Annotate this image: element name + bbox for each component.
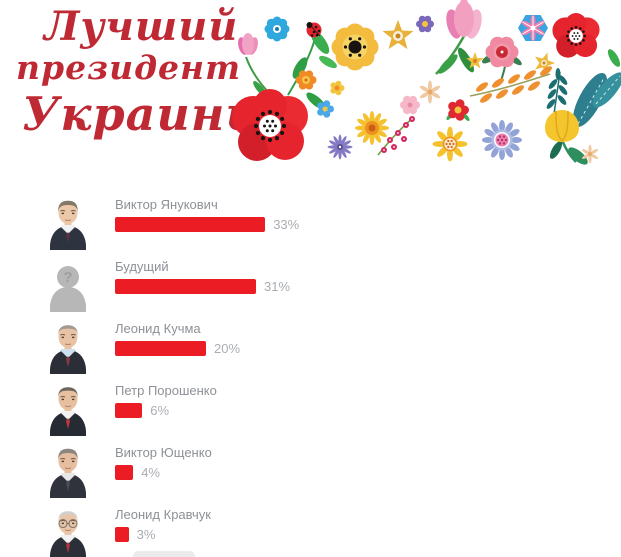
candidate-name: Будущий (115, 259, 169, 274)
cream-star-flower2-icon (581, 144, 599, 164)
layered-rose-icon (482, 36, 522, 85)
yushchenko-portrait (50, 448, 86, 498)
poll-row-content: Виктор Ющенко 4% (115, 442, 212, 481)
result-percent: 6% (150, 403, 170, 419)
floral-decoration-illustration (232, 0, 621, 165)
blue-hex-flower-icon (518, 15, 548, 41)
poll-row: ? Будущий 31% (0, 256, 621, 318)
result-percent: 4% (141, 465, 160, 481)
poll-row-content: Леонид Кучма 20% (115, 318, 241, 357)
poll-row: Виктор Ющенко 4% (0, 442, 621, 504)
yellow-daisy2-icon (432, 126, 468, 162)
orange-leaf-branch-icon (469, 66, 552, 103)
yellow-flower-tiny-icon (330, 80, 345, 96)
poroshenko-portrait (50, 387, 86, 436)
result-bar (115, 465, 134, 481)
pale-pink-flower-icon (400, 95, 420, 115)
red-poppy-small-icon (552, 13, 600, 58)
poll-row: Леонид Кучма 20% (0, 318, 621, 380)
candidate-name: Виктор Ющенко (115, 445, 212, 460)
yanukovych-portrait (50, 200, 86, 250)
title-line-2: президент (16, 48, 242, 87)
bar-line: 20% (115, 341, 241, 357)
page-title: Лучший президент Украины (16, 3, 274, 141)
ladybug-icon (306, 22, 322, 38)
candidate-avatar (45, 198, 91, 250)
candidate-name: Виктор Янукович (115, 197, 218, 212)
result-bar (115, 403, 143, 419)
poll-row-content: Леонид Кравчук 3% (115, 504, 211, 543)
poll-results-list: Виктор Янукович 33% ? Будущий 31% Леонид… (0, 194, 621, 557)
svg-text:?: ? (63, 269, 72, 286)
kravchuk-portrait (50, 511, 86, 557)
orange-flower-icon (295, 70, 317, 90)
candidate-avatar (45, 446, 91, 498)
candidate-name: Леонид Кучма (115, 321, 201, 336)
result-bar (115, 341, 206, 357)
bar-line: 3% (115, 527, 211, 543)
candidate-avatar (45, 508, 91, 557)
result-percent: 3% (136, 527, 156, 543)
leaf-icon (607, 49, 621, 67)
purple-aster-icon (327, 134, 353, 160)
result-percent: 31% (264, 279, 291, 295)
poll-row-content: Петр Порошенко 6% (115, 380, 217, 419)
purple-flower-small-icon (416, 15, 434, 33)
result-bar (115, 527, 129, 543)
candidate-avatar: ? (45, 260, 91, 312)
teal-feather-leaves-icon (572, 72, 621, 127)
yellow-star-small-icon (466, 51, 484, 69)
candidate-avatar (45, 322, 91, 374)
candidate-avatar (45, 384, 91, 436)
bar-line: 4% (115, 465, 212, 481)
result-percent: 20% (214, 341, 241, 357)
yellow-daisy-icon (355, 111, 389, 145)
partial-bottom-element[interactable] (133, 551, 195, 557)
candidate-name: Леонид Кравчук (115, 507, 211, 522)
unknown-silhouette: ? (50, 266, 86, 312)
result-bar (115, 217, 266, 233)
result-percent: 33% (273, 217, 300, 233)
title-line-3: Украины (22, 86, 274, 141)
blue-flower-tiny-icon (317, 100, 334, 118)
poll-row-content: Виктор Янукович 33% (115, 194, 300, 233)
poll-row: Петр Порошенко 6% (0, 380, 621, 442)
teal-fern-icon (546, 68, 568, 115)
red-flower-small-icon (446, 99, 470, 122)
bar-line: 6% (115, 403, 217, 419)
red-poppy-big-icon (232, 89, 308, 161)
berry-branch-icon (377, 116, 415, 156)
pink-tulip-big-icon (435, 0, 482, 75)
yellow-flower-big-icon (331, 23, 379, 71)
bar-line: 33% (115, 217, 300, 233)
poll-row: Виктор Янукович 33% (0, 194, 621, 256)
result-bar (115, 279, 256, 295)
cream-star-flower-icon (419, 80, 441, 104)
lavender-mandala-flower-icon (482, 120, 522, 160)
bar-line: 31% (115, 279, 291, 295)
title-line-1: Лучший (44, 3, 239, 50)
yellow-star-flower-icon (382, 19, 414, 50)
yellow-star-flower2-icon (531, 49, 558, 75)
candidate-name: Петр Порошенко (115, 383, 217, 398)
poll-row-content: Будущий 31% (115, 256, 291, 295)
poll-row: Леонид Кравчук 3% (0, 504, 621, 557)
kuchma-portrait (50, 325, 86, 374)
yellow-tulip-icon (545, 110, 588, 165)
blue-flower-icon (264, 16, 290, 42)
